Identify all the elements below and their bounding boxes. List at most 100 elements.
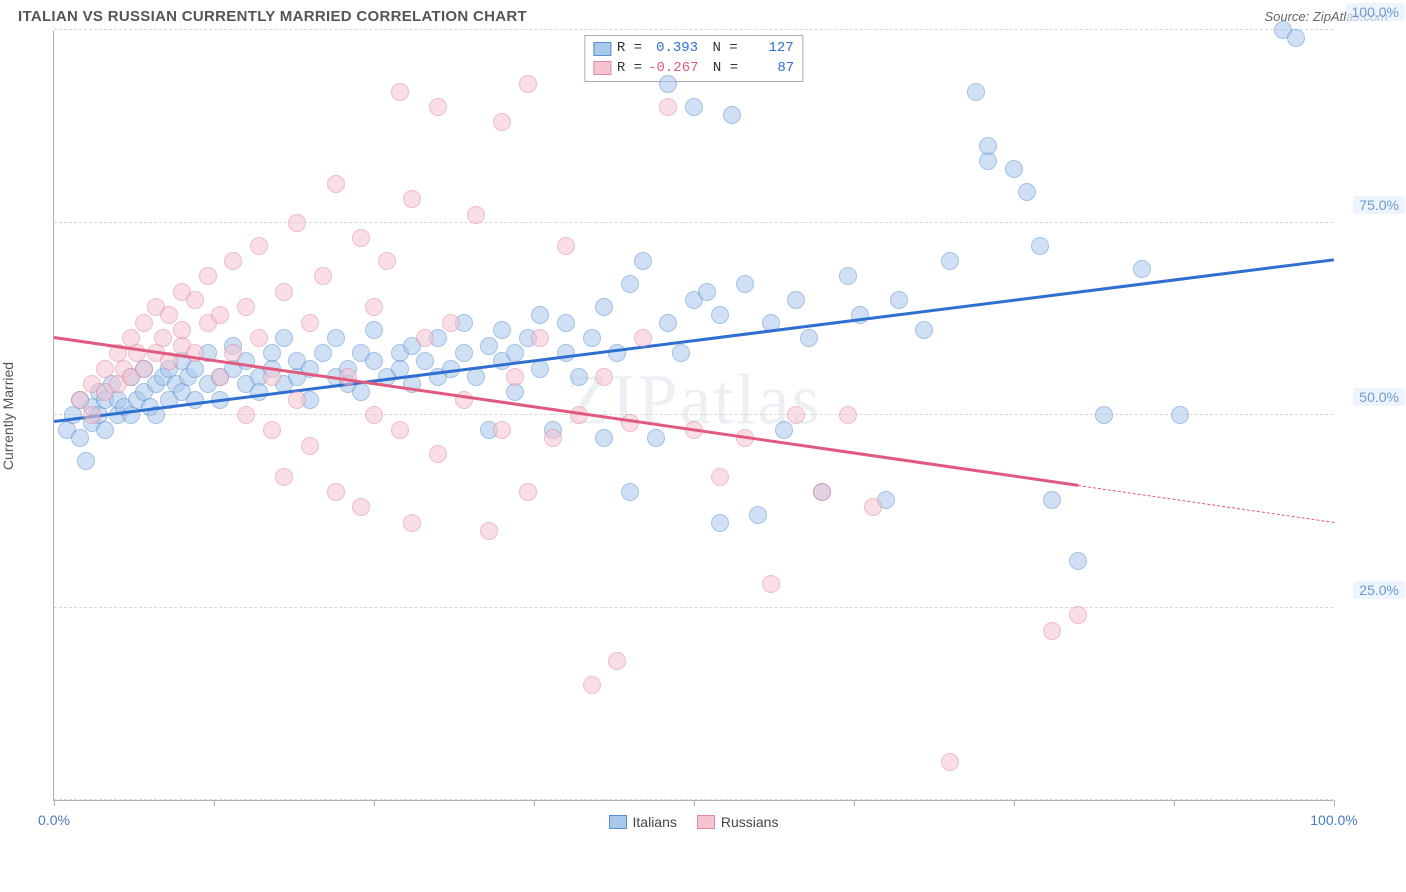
data-point (480, 337, 498, 355)
data-point (519, 483, 537, 501)
x-tick (694, 800, 695, 806)
data-point (275, 283, 293, 301)
data-point (583, 676, 601, 694)
data-point (941, 252, 959, 270)
data-point (64, 406, 82, 424)
legend-swatch (609, 815, 627, 829)
data-point (211, 368, 229, 386)
data-point (365, 298, 383, 316)
data-point (480, 522, 498, 540)
data-point (557, 237, 575, 255)
data-point (647, 429, 665, 447)
x-tick (1174, 800, 1175, 806)
data-point (634, 329, 652, 347)
x-tick-label: 100.0% (1310, 812, 1357, 828)
stat-label: R = (617, 59, 642, 79)
data-point (634, 252, 652, 270)
data-point (1031, 237, 1049, 255)
data-point (839, 267, 857, 285)
data-point (1069, 552, 1087, 570)
legend-item: Russians (697, 814, 779, 830)
data-point (672, 344, 690, 362)
data-point (275, 329, 293, 347)
legend: Italians Russians (609, 814, 779, 830)
x-tick (214, 800, 215, 806)
series-swatch (593, 42, 611, 56)
data-point (467, 206, 485, 224)
data-point (224, 252, 242, 270)
data-point (979, 137, 997, 155)
data-point (135, 360, 153, 378)
data-point (429, 98, 447, 116)
data-point (1043, 491, 1061, 509)
data-point (659, 75, 677, 93)
r-value: 0.393 (648, 39, 698, 59)
x-tick-label: 0.0% (38, 812, 70, 828)
data-point (250, 237, 268, 255)
x-tick (534, 800, 535, 806)
data-point (71, 429, 89, 447)
data-point (442, 314, 460, 332)
data-point (493, 321, 511, 339)
data-point (199, 267, 217, 285)
data-point (839, 406, 857, 424)
chart-title: ITALIAN VS RUSSIAN CURRENTLY MARRIED COR… (18, 8, 527, 25)
data-point (967, 83, 985, 101)
data-point (96, 360, 114, 378)
data-point (250, 383, 268, 401)
data-point (519, 75, 537, 93)
data-point (711, 514, 729, 532)
data-point (301, 437, 319, 455)
data-point (1171, 406, 1189, 424)
data-point (659, 98, 677, 116)
data-point (979, 152, 997, 170)
x-tick (1334, 800, 1335, 806)
stat-label: N = (705, 59, 739, 79)
data-point (1005, 160, 1023, 178)
data-point (391, 83, 409, 101)
data-point (787, 291, 805, 309)
data-point (775, 421, 793, 439)
y-tick-label: 50.0% (1353, 388, 1405, 406)
data-point (711, 468, 729, 486)
data-point (186, 360, 204, 378)
data-point (698, 283, 716, 301)
legend-label: Russians (721, 814, 779, 830)
data-point (352, 498, 370, 516)
stats-row: R =0.393 N =127 (593, 39, 794, 59)
data-point (685, 98, 703, 116)
data-point (288, 214, 306, 232)
data-point (403, 190, 421, 208)
data-point (352, 383, 370, 401)
data-point (237, 406, 255, 424)
n-value: 127 (744, 39, 794, 59)
data-point (557, 314, 575, 332)
data-point (621, 483, 639, 501)
chart-container: Currently Married ZIPatlas R =0.393 N =1… (18, 31, 1388, 801)
series-swatch (593, 61, 611, 75)
y-tick-label: 75.0% (1353, 196, 1405, 214)
data-point (583, 329, 601, 347)
data-point (288, 391, 306, 409)
gridline (54, 222, 1333, 223)
data-point (595, 368, 613, 386)
stats-row: R =-0.267 N =87 (593, 59, 794, 79)
data-point (570, 368, 588, 386)
data-point (659, 314, 677, 332)
data-point (173, 321, 191, 339)
trend-line (1078, 485, 1334, 523)
y-tick-label: 100.0% (1346, 3, 1405, 21)
data-point (595, 429, 613, 447)
data-point (506, 344, 524, 362)
gridline (54, 607, 1333, 608)
data-point (327, 175, 345, 193)
data-point (544, 429, 562, 447)
data-point (135, 314, 153, 332)
data-point (1069, 606, 1087, 624)
data-point (83, 406, 101, 424)
data-point (1018, 183, 1036, 201)
x-tick (54, 800, 55, 806)
legend-label: Italians (633, 814, 677, 830)
data-point (595, 298, 613, 316)
n-value: 87 (744, 59, 794, 79)
